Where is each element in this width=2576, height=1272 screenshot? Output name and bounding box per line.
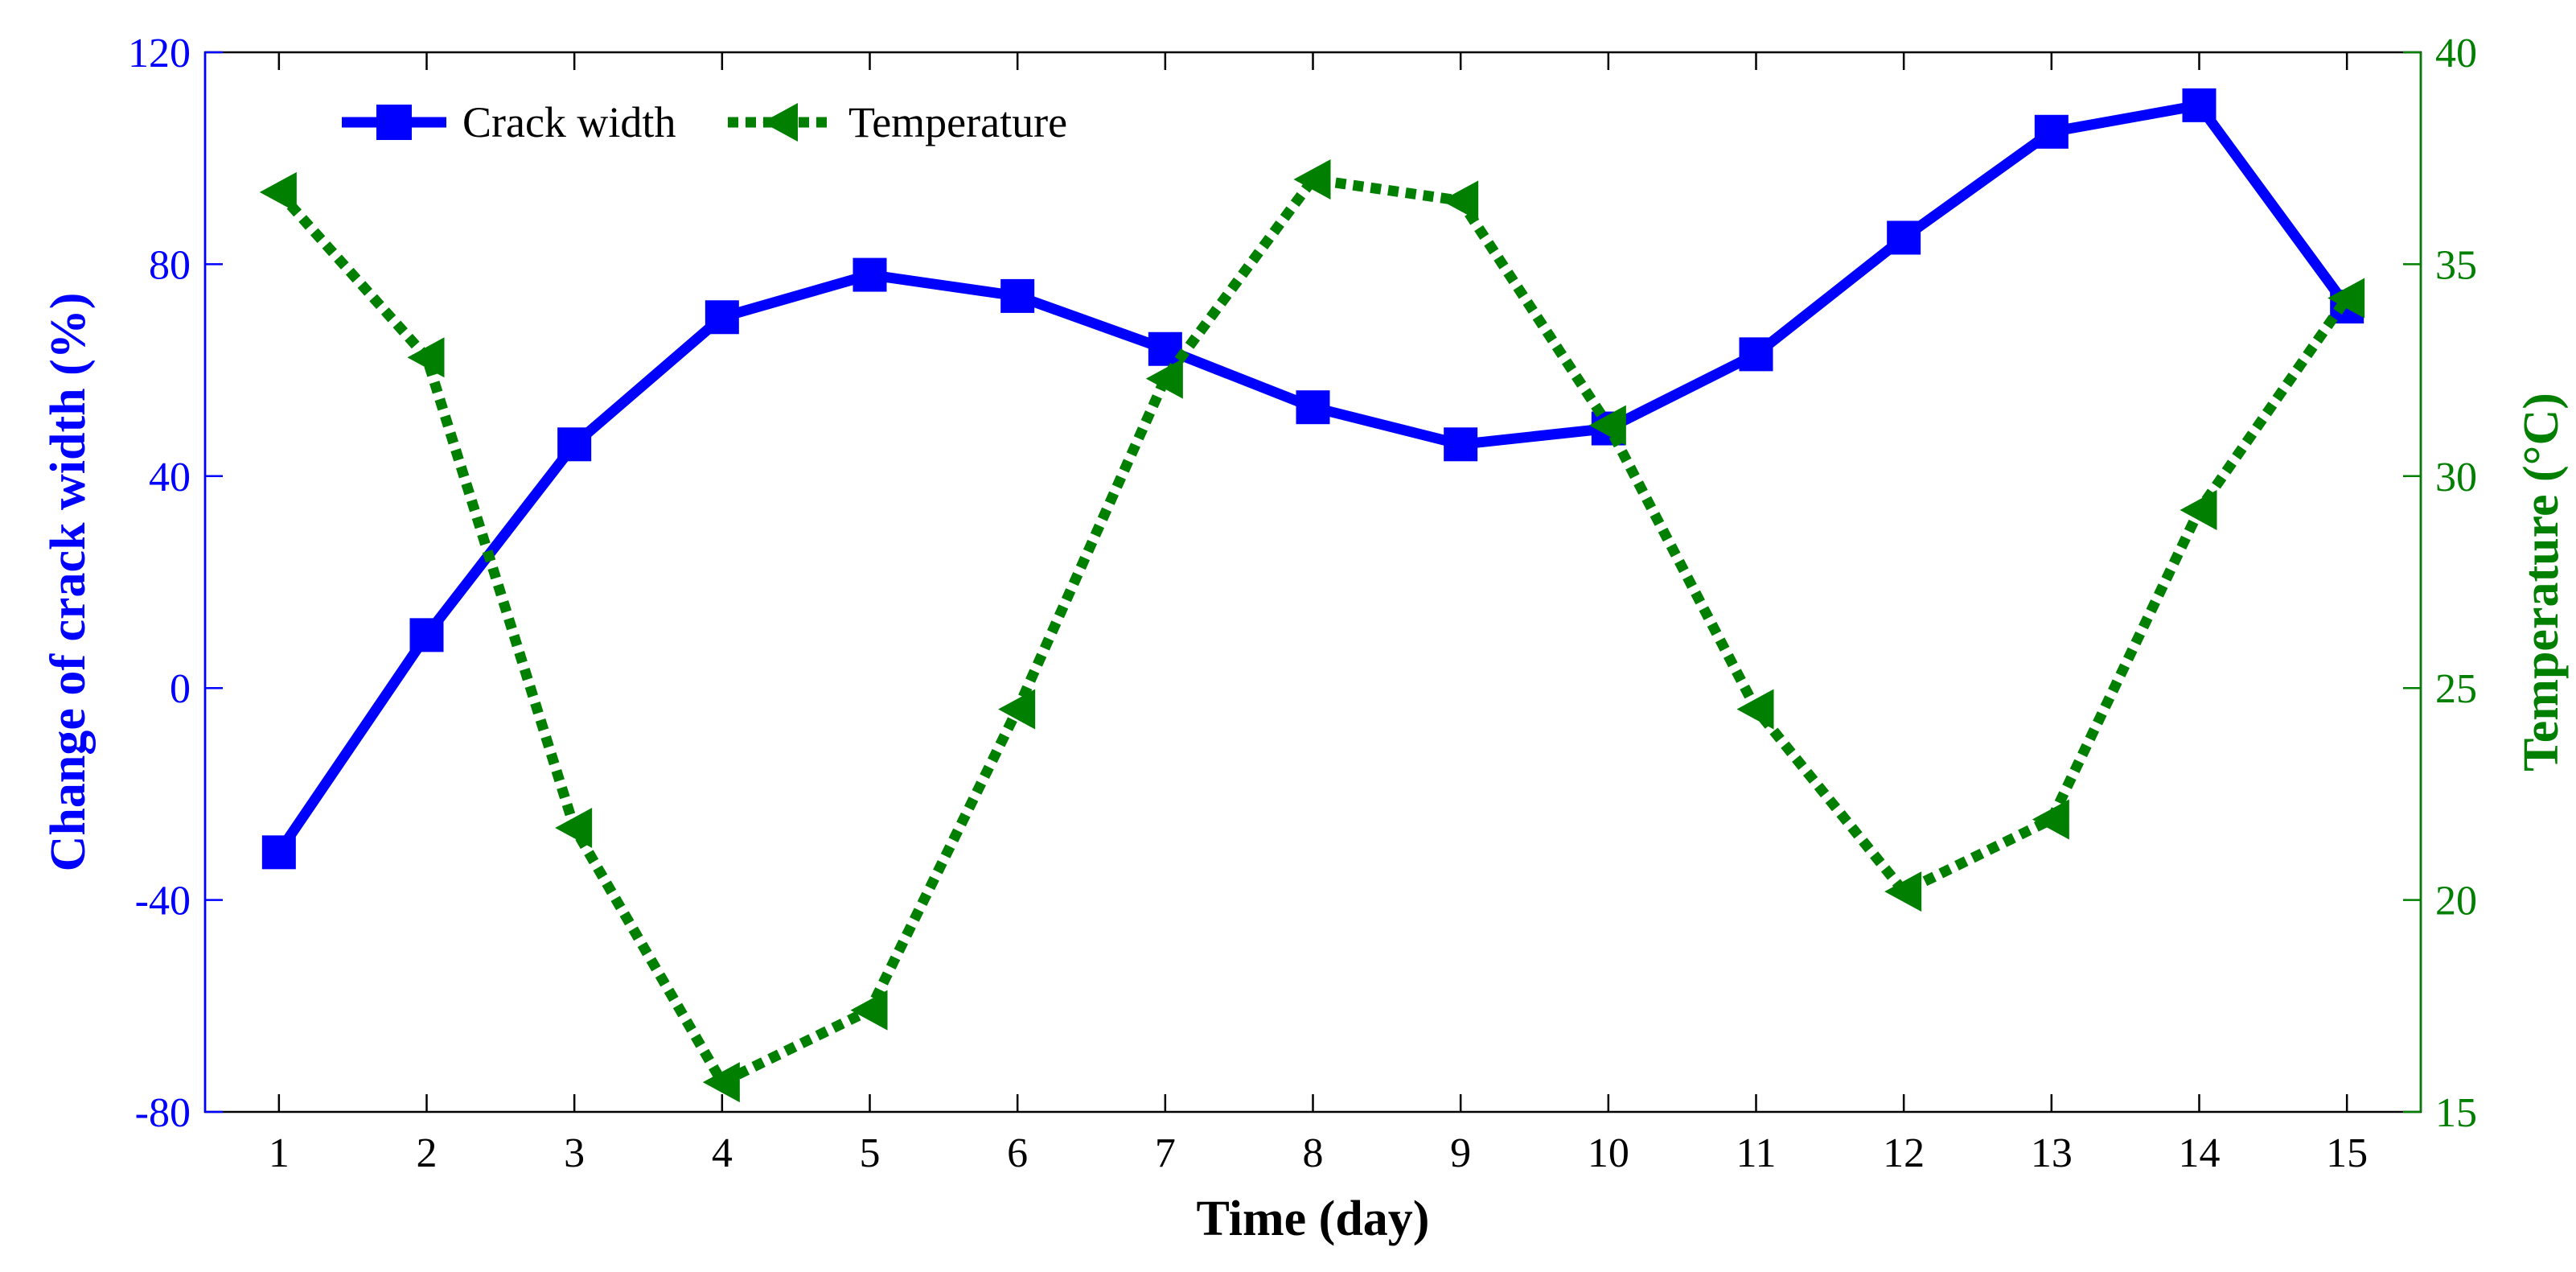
temperature-point-day-8 [1293, 159, 1331, 200]
crack-width-point-day-14 [2182, 88, 2217, 122]
crack-width-point-day-12 [1887, 220, 1921, 255]
series-layer [259, 88, 2365, 1103]
temperature-point-day-1 [259, 171, 297, 212]
left-y-tick-label: 40 [149, 455, 191, 500]
series-line-crack-width [274, 100, 2352, 855]
temperature-point-day-9 [1441, 180, 1479, 221]
legend-crack-marker [376, 105, 412, 140]
x-tick-label: 3 [564, 1130, 585, 1176]
temperature-point-day-5 [850, 990, 888, 1031]
x-tick-label: 10 [1588, 1130, 1629, 1176]
temperature-point-day-14 [2180, 489, 2217, 530]
right-y-axis-title: Temperature (°C) [2514, 393, 2569, 772]
temperature-point-day-12 [1884, 871, 1922, 912]
x-tick-label: 6 [1007, 1130, 1028, 1176]
crack-width-point-day-11 [1739, 337, 1773, 372]
right-y-tick-label: 35 [2435, 242, 2477, 288]
crack-width-point-day-1 [261, 835, 296, 870]
right-y-tick-label: 20 [2435, 879, 2477, 924]
crack-width-point-day-5 [853, 257, 887, 292]
crack-width-point-day-3 [557, 427, 592, 462]
series-line-temperature [274, 174, 2352, 1089]
temperature-point-day-2 [407, 337, 445, 378]
temperature-point-day-6 [998, 689, 1036, 730]
x-tick-label: 15 [2326, 1130, 2368, 1176]
temperature-point-day-11 [1736, 689, 1774, 730]
left-y-tick-label: 80 [149, 242, 191, 288]
crack-width-point-day-4 [705, 300, 739, 335]
x-tick-label: 4 [712, 1130, 733, 1176]
crack-width-point-day-9 [1444, 427, 1478, 462]
left-y-tick-label: 120 [128, 31, 191, 76]
left-y-tick-label: 0 [170, 666, 191, 712]
temperature-point-day-13 [2032, 799, 2069, 840]
left-y-axis-title: Change of crack width (%) [41, 293, 96, 872]
x-tick-label: 1 [269, 1130, 290, 1176]
right-y-tick-label: 15 [2435, 1090, 2477, 1136]
x-tick-label: 14 [2179, 1130, 2221, 1176]
crack-width-point-day-6 [1000, 278, 1035, 313]
crack-width-point-day-7 [1148, 331, 1182, 366]
left-y-tick-label: -40 [135, 879, 191, 924]
x-tick-label: 7 [1155, 1130, 1176, 1176]
right-y-tick-label: 40 [2435, 31, 2477, 76]
x-axis-title: Time (day) [1197, 1192, 1430, 1246]
x-tick-label: 5 [860, 1130, 881, 1176]
right-y-tick-label: 30 [2435, 455, 2477, 500]
legend-temperature-marker [762, 103, 798, 142]
right-y-tick-label: 25 [2435, 666, 2477, 712]
crack-width-point-day-8 [1296, 390, 1330, 425]
x-tick-label: 13 [2031, 1130, 2073, 1176]
axes: 1 2 3 4 5 6 7 8 9 10 11 12 13 14 1512080400-40-8040353… [41, 31, 2569, 1246]
temperature-point-day-15 [2327, 278, 2365, 319]
temperature-point-day-3 [555, 808, 593, 849]
crack-width-point-day-2 [409, 618, 444, 652]
x-tick-label: 12 [1883, 1130, 1925, 1176]
crack-width-point-day-13 [2034, 114, 2069, 149]
x-tick-label: 8 [1303, 1130, 1324, 1176]
temperature-point-day-4 [702, 1062, 740, 1103]
legend-item-temperature: Temperature [728, 98, 1067, 146]
legend-item-crack-width: Crack width [342, 98, 676, 146]
legend-temperature-label: Temperature [848, 98, 1067, 146]
left-y-tick-label: -80 [135, 1090, 191, 1136]
temperature-point-day-10 [1588, 405, 1626, 446]
legend: Crack width Temperature [326, 84, 1138, 165]
legend-crack-label: Crack width [462, 98, 676, 146]
temperature-point-day-7 [1145, 358, 1183, 399]
x-tick-label: 2 [417, 1130, 438, 1176]
plot-frame [203, 51, 2422, 1114]
x-tick-label: 11 [1736, 1130, 1776, 1176]
x-tick-label: 9 [1450, 1130, 1471, 1176]
